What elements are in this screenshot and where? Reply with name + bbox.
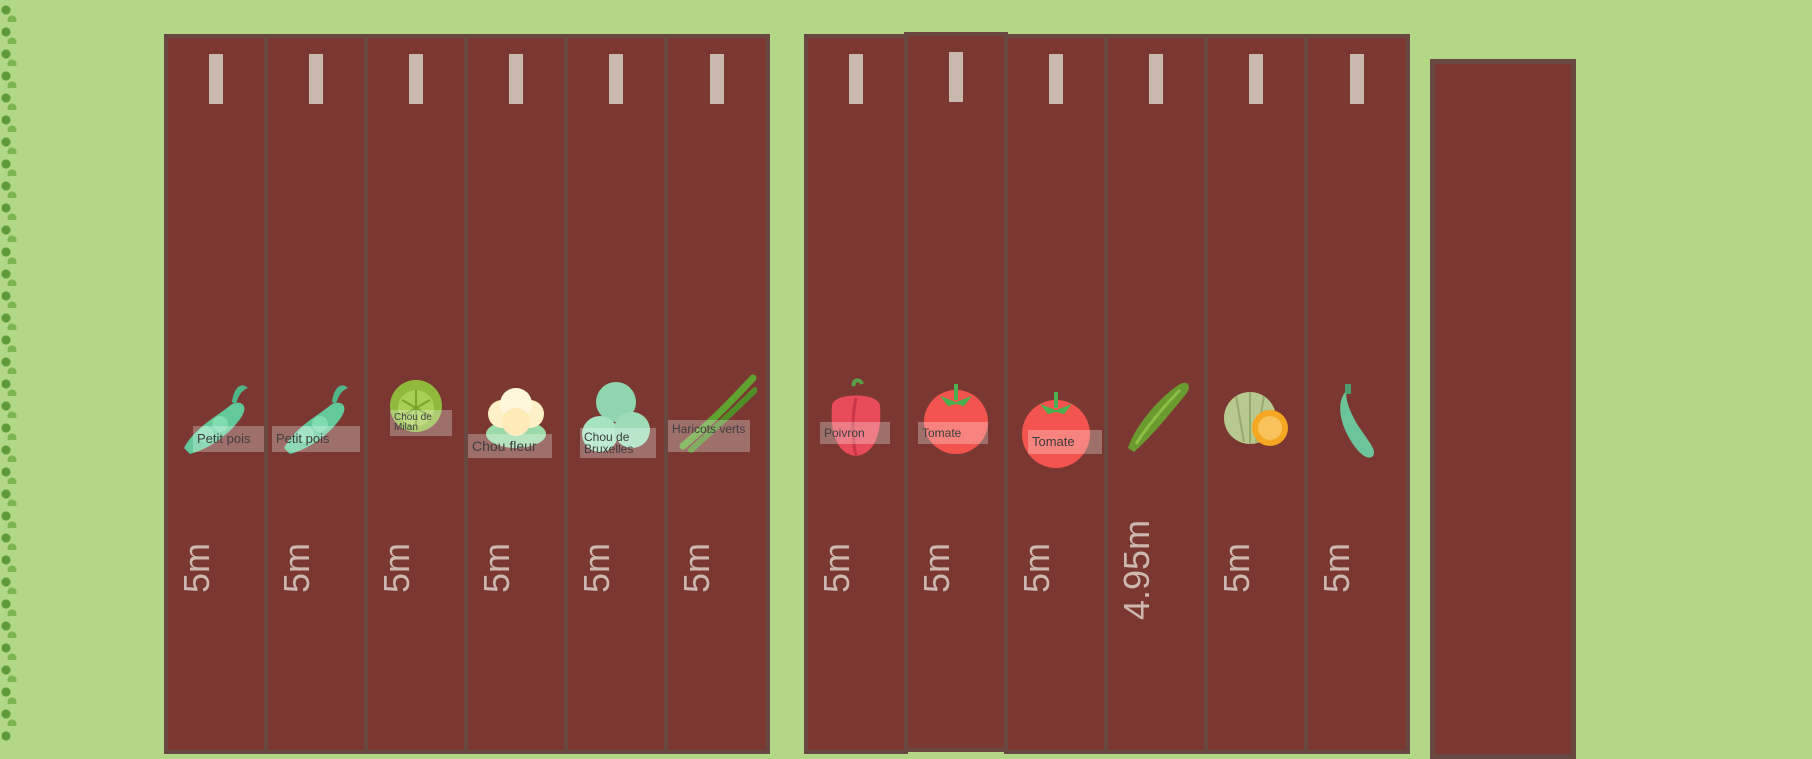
garden-row-8[interactable]: Tomate 5m	[904, 32, 1008, 752]
plant-label: Petit pois	[272, 426, 360, 452]
row-length: 5m	[576, 542, 617, 593]
row-stake	[609, 54, 623, 104]
plant-label: Haricots verts	[668, 420, 750, 452]
plant-label: Chou fleur	[468, 434, 552, 458]
garden-row-2[interactable]: Petit pois 5m	[264, 34, 368, 754]
row-stake	[849, 54, 863, 104]
hedge-border	[0, 0, 18, 741]
garden-row-1[interactable]: Petit pois 5m	[164, 34, 275, 754]
row-stake	[1350, 54, 1364, 104]
plant-label: Tomate	[918, 422, 988, 444]
row-stake	[209, 54, 223, 104]
garden-row-10[interactable]: 4.95m	[1104, 34, 1208, 754]
plant-label: Chou de Bruxelles	[580, 428, 656, 458]
cauliflower-icon	[486, 388, 546, 448]
pea-pod-icon	[184, 385, 248, 454]
green-beans-icon	[679, 374, 757, 453]
row-stake	[309, 54, 323, 104]
row-length: 4.95m	[1116, 519, 1157, 620]
plant-label: Tomate	[1028, 430, 1102, 454]
row-stake	[710, 54, 724, 104]
garden-row-4[interactable]: Chou fleur 5m	[464, 34, 568, 754]
plant-label: Chou de Milan	[390, 410, 452, 436]
garden-row-5[interactable]: Chou de Bruxelles 5m	[564, 34, 668, 754]
row-length: 5m	[476, 542, 517, 593]
cucumber-icon	[1128, 382, 1189, 452]
empty-garden-bed[interactable]	[1430, 59, 1576, 759]
plant-label: Petit pois	[193, 426, 275, 452]
garden-row-12[interactable]: 5m	[1304, 34, 1410, 754]
row-stake	[949, 52, 963, 102]
savoy-cabbage-icon	[390, 380, 442, 432]
pea-pod-icon	[284, 385, 348, 454]
row-length: 5m	[1016, 542, 1057, 593]
plant-label: Poivron	[820, 422, 890, 444]
row-length: 5m	[376, 542, 417, 593]
melon-icon	[1224, 392, 1288, 446]
row-stake	[409, 54, 423, 104]
row-stake	[1249, 54, 1263, 104]
bell-pepper-icon	[831, 378, 881, 457]
row-length: 5m	[276, 542, 317, 593]
row-stake	[509, 54, 523, 104]
row-stake	[1149, 54, 1163, 104]
garden-row-9[interactable]: Tomate 5m	[1004, 34, 1108, 754]
garden-row-7[interactable]: Poivron 5m	[804, 34, 908, 754]
row-stake	[1049, 54, 1063, 104]
zucchini-icon	[1340, 384, 1375, 458]
row-length: 5m	[676, 542, 717, 593]
garden-row-6[interactable]: Haricots verts 5m	[664, 34, 770, 754]
garden-row-11[interactable]: 5m	[1204, 34, 1308, 754]
row-length: 5m	[916, 542, 957, 593]
row-length: 5m	[1316, 542, 1357, 593]
brussels-sprouts-icon	[582, 382, 650, 452]
garden-row-3[interactable]: Chou de Milan 5m	[364, 34, 468, 754]
row-length: 5m	[176, 542, 217, 593]
tomato-icon	[924, 384, 988, 454]
tomato-icon	[1022, 392, 1090, 468]
row-length: 5m	[1216, 542, 1257, 593]
row-length: 5m	[816, 542, 857, 593]
